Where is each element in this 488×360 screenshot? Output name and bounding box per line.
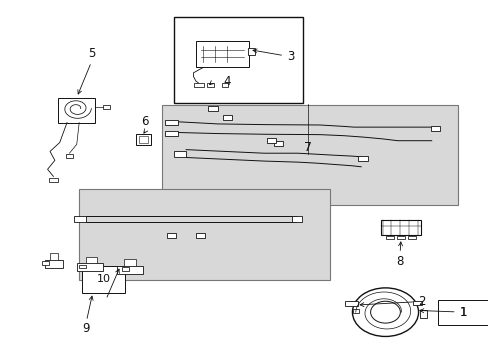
Bar — [196, 41, 249, 67]
Bar — [173, 151, 185, 157]
Bar — [380, 220, 421, 235]
Text: 5: 5 — [87, 47, 95, 60]
Bar — [79, 265, 86, 268]
Text: 1: 1 — [459, 306, 466, 319]
Bar — [273, 141, 283, 146]
Bar — [419, 310, 427, 318]
Bar — [207, 106, 217, 111]
Text: 8: 8 — [396, 255, 403, 267]
Bar — [136, 134, 150, 145]
Bar — [116, 266, 143, 274]
Bar — [412, 301, 421, 305]
Bar — [77, 263, 103, 271]
Text: 3: 3 — [252, 49, 294, 63]
Bar — [167, 233, 176, 238]
Bar — [45, 260, 62, 268]
Bar — [165, 120, 177, 125]
Bar — [291, 216, 301, 222]
Bar — [139, 136, 147, 143]
Bar — [74, 216, 86, 222]
Bar — [407, 236, 415, 239]
Bar — [357, 156, 367, 161]
Text: 2: 2 — [359, 295, 425, 308]
Bar — [124, 259, 136, 266]
Text: 6: 6 — [141, 115, 148, 128]
Bar — [49, 178, 58, 182]
Bar — [194, 83, 203, 87]
Circle shape — [352, 288, 418, 337]
Circle shape — [370, 301, 400, 323]
Bar — [266, 138, 275, 143]
Bar — [66, 154, 73, 158]
Bar — [79, 189, 329, 280]
Bar — [353, 309, 359, 313]
Bar — [165, 131, 177, 136]
Bar — [41, 261, 48, 265]
Bar — [248, 48, 255, 55]
Bar — [85, 257, 97, 263]
Bar — [386, 236, 393, 239]
Bar — [122, 267, 128, 271]
Bar — [430, 126, 440, 131]
Text: 9: 9 — [82, 322, 90, 335]
Bar — [222, 83, 227, 87]
Text: 1: 1 — [419, 306, 466, 319]
Bar — [58, 98, 95, 122]
Bar — [50, 253, 58, 260]
Text: 4: 4 — [224, 75, 231, 88]
Bar — [206, 83, 214, 87]
Bar — [103, 105, 110, 109]
Text: 10: 10 — [96, 274, 110, 284]
Bar — [437, 300, 488, 325]
Bar — [345, 301, 357, 306]
Bar — [396, 236, 404, 239]
Bar — [196, 233, 204, 238]
Bar — [223, 115, 231, 120]
Bar — [174, 18, 302, 103]
Text: 7: 7 — [303, 141, 311, 154]
Bar — [162, 105, 458, 205]
Bar — [81, 266, 125, 293]
